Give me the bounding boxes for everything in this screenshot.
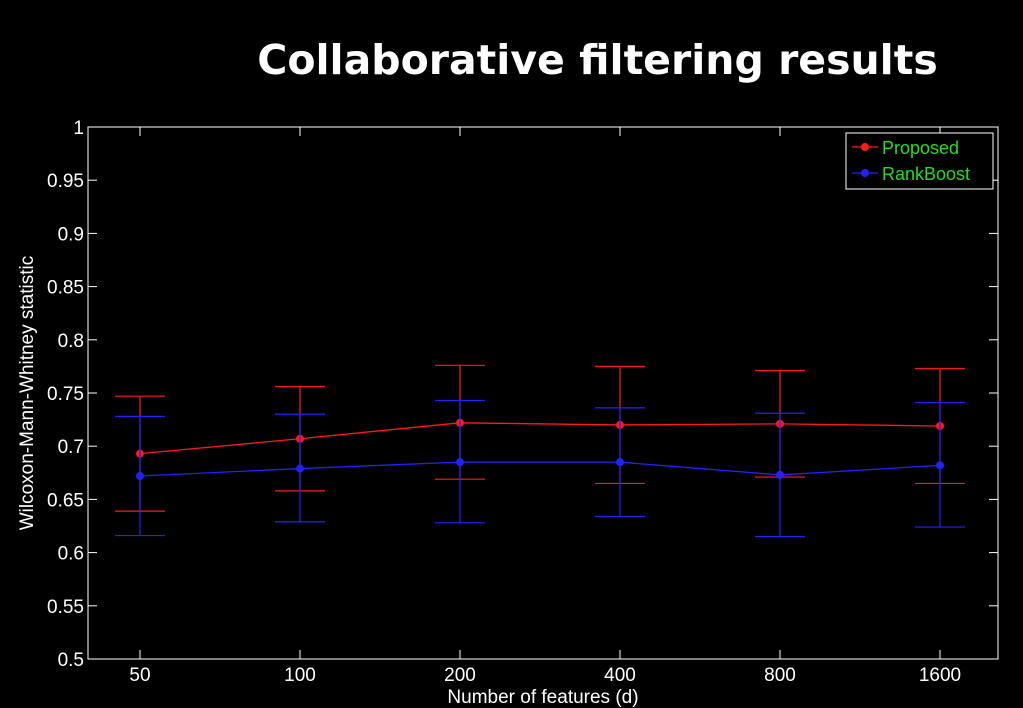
legend: Proposed RankBoost xyxy=(845,132,994,190)
y-tick-label: 0.9 xyxy=(58,224,84,245)
y-axis: 0.5 0.55 0.6 0.65 0.7 0.75 0.8 0.85 0.9 0.95 1 xyxy=(47,118,998,671)
y-tick-label: 0.95 xyxy=(47,171,84,192)
y-tick-label: 0.8 xyxy=(58,331,84,352)
data-point xyxy=(936,461,944,470)
y-tick-label: 0.55 xyxy=(47,597,84,618)
x-tick-label: 800 xyxy=(764,665,796,686)
legend-swatch-marker xyxy=(861,143,869,151)
y-tick-label: 1 xyxy=(73,118,84,139)
series-proposed xyxy=(115,364,965,512)
y-axis-label: Wilcoxon-Mann-Whitney statistic xyxy=(17,256,38,531)
data-point xyxy=(616,458,624,467)
x-tick-label: 400 xyxy=(604,665,636,686)
y-tick-label: 0.65 xyxy=(47,490,84,511)
y-tick-label: 0.7 xyxy=(58,437,84,458)
data-point xyxy=(456,458,464,467)
series-line xyxy=(139,461,941,477)
legend-label: Proposed xyxy=(882,138,959,158)
series-rankboost xyxy=(115,399,965,538)
data-point xyxy=(776,470,784,479)
x-tick-label: 100 xyxy=(284,665,316,686)
x-tick-label: 1600 xyxy=(919,665,961,686)
legend-swatch-marker xyxy=(861,169,869,177)
legend-label: RankBoost xyxy=(882,164,970,184)
x-axis-label: Number of features (d) xyxy=(447,687,638,708)
data-point xyxy=(296,464,304,473)
series-layer xyxy=(115,364,965,538)
y-tick-label: 0.6 xyxy=(58,544,84,565)
x-tick-label: 50 xyxy=(129,665,150,686)
x-axis: 50 100 200 400 800 1600 xyxy=(129,127,961,686)
data-point xyxy=(136,471,144,480)
y-tick-label: 0.5 xyxy=(58,650,84,671)
series-line xyxy=(139,422,941,455)
y-tick-label: 0.75 xyxy=(47,384,84,405)
y-tick-label: 0.85 xyxy=(47,278,84,299)
chart-title: Collaborative filtering results xyxy=(257,36,938,84)
x-tick-label: 200 xyxy=(444,665,476,686)
plot-area-frame xyxy=(87,126,999,660)
legend-box xyxy=(845,132,994,190)
